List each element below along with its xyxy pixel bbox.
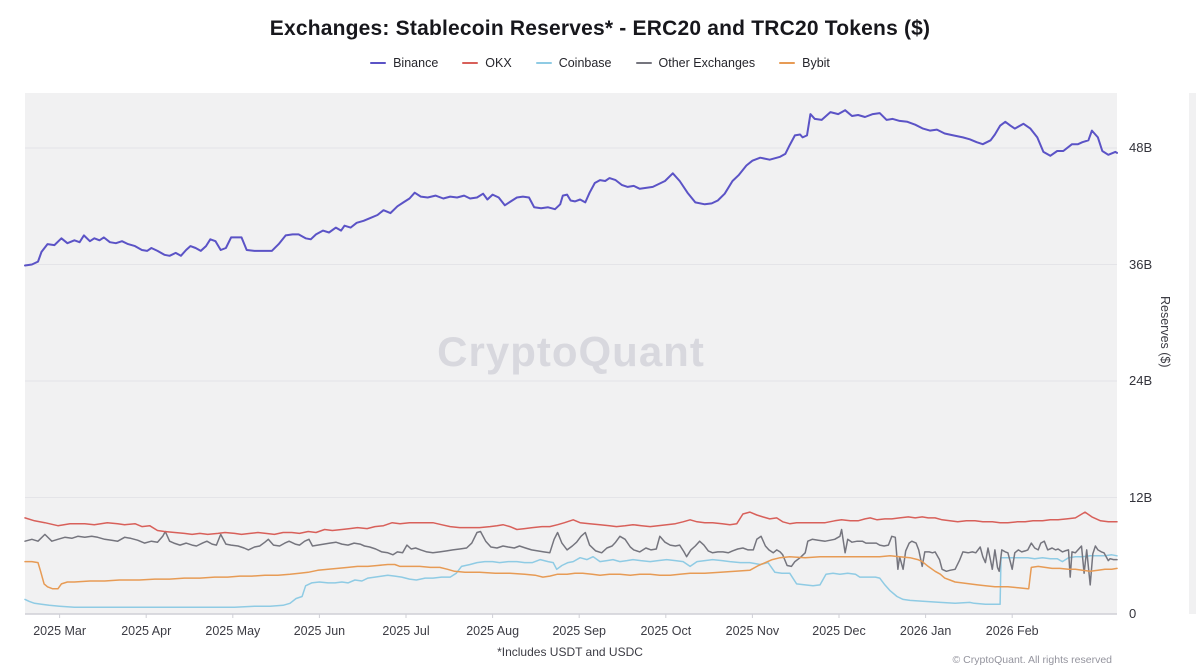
x-tick-label: 2025 Mar xyxy=(33,624,87,638)
y-axis-title: Reserves ($) xyxy=(1158,296,1172,368)
legend-line-icon xyxy=(462,61,479,65)
x-tick-label: 2025 Apr xyxy=(121,624,172,638)
legend-item-other-exchanges[interactable]: Other Exchanges xyxy=(635,56,756,70)
x-tick-label: 2025 Nov xyxy=(725,624,780,638)
y-tick-label: 36B xyxy=(1129,256,1153,272)
x-tick-label: 2025 Jun xyxy=(293,624,346,638)
x-tick-label: 2025 Dec xyxy=(812,624,866,638)
copyright-notice: © CryptoQuant. All rights reserved xyxy=(952,654,1112,666)
legend-line-icon xyxy=(779,61,796,65)
series-line-binance xyxy=(24,109,1118,267)
x-tick-label: 2025 May xyxy=(205,624,261,638)
series-line-bybit xyxy=(24,555,1118,590)
chart-title: Exchanges: Stablecoin Reserves* - ERC20 … xyxy=(269,17,931,40)
x-tick-label: 2025 Aug xyxy=(466,624,520,638)
legend-line-icon xyxy=(370,61,387,65)
right-margin-strip xyxy=(1189,93,1196,614)
legend-item-bybit[interactable]: Bybit xyxy=(779,56,830,70)
series-line-other-exchanges xyxy=(24,528,1118,586)
y-tick-label: 24B xyxy=(1129,373,1153,389)
plot-background xyxy=(25,93,1117,614)
legend-item-binance[interactable]: Binance xyxy=(370,56,438,70)
legend-item-okx[interactable]: OKX xyxy=(462,56,512,70)
footnote: *Includes USDT and USDC xyxy=(497,645,643,659)
y-tick-label: 48B xyxy=(1129,140,1153,156)
legend-label: Bybit xyxy=(802,56,830,70)
y-tick-label: 0 xyxy=(1129,606,1137,621)
legend-line-icon xyxy=(635,61,652,65)
legend-line-icon xyxy=(535,61,552,65)
watermark: CryptoQuant xyxy=(437,328,705,375)
x-tick-label: 2026 Jan xyxy=(899,624,952,638)
x-tick-label: 2026 Feb xyxy=(985,624,1039,638)
legend: Binance OKX Coinbase Other Exchanges Bybit xyxy=(0,56,1200,70)
y-tick-label: 12B xyxy=(1129,489,1153,505)
legend-label: Binance xyxy=(393,56,439,70)
legend-label: Other Exchanges xyxy=(658,56,756,70)
series-line-coinbase xyxy=(24,554,1118,608)
x-tick-label: 2025 Jul xyxy=(382,624,430,638)
x-tick-label: 2025 Sep xyxy=(552,624,606,638)
legend-item-coinbase[interactable]: Coinbase xyxy=(535,56,612,70)
x-tick-label: 2025 Oct xyxy=(640,624,692,638)
legend-label: OKX xyxy=(485,56,512,70)
series-line-okx xyxy=(24,511,1118,536)
legend-label: Coinbase xyxy=(558,56,612,70)
